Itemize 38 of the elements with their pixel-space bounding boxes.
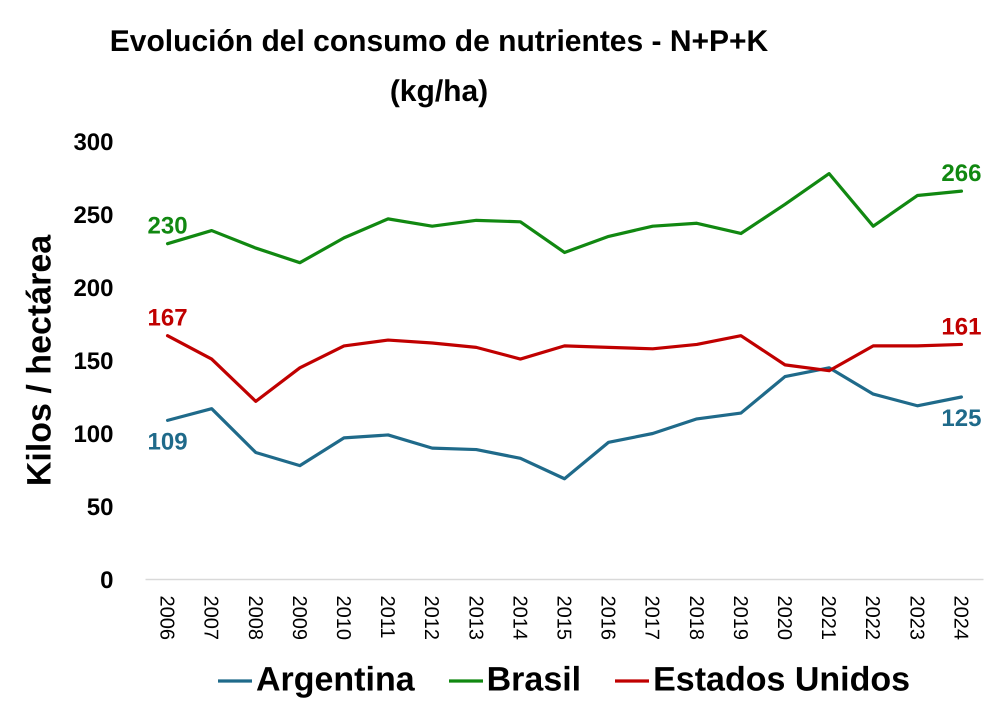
line-series (166, 334, 964, 403)
y-tick-label: 50 (86, 494, 114, 521)
data-label: 109 (148, 428, 188, 456)
x-tick-label: 2017 (640, 596, 663, 640)
x-tick-label: 2022 (861, 596, 884, 640)
x-tick-label: 2020 (773, 596, 796, 640)
legend-label: Brasil (486, 660, 582, 700)
x-tick-label: 2018 (684, 596, 707, 640)
x-tick-label: 2013 (464, 596, 486, 640)
legend-label: Estados Unidos (653, 660, 910, 700)
x-tick-label: 2024 (949, 596, 972, 640)
chart-title: Evolución del consumo de nutrientes - N+P+K (kg/ha) (110, 24, 768, 110)
x-tick-label: 2007 (200, 596, 222, 640)
x-tick-label: 2010 (332, 596, 354, 640)
y-tick-label: 200 (73, 275, 114, 302)
y-tick-label: 300 (73, 129, 114, 156)
x-tick-label: 2014 (508, 596, 530, 640)
x-tick-label: 2008 (244, 596, 266, 640)
x-tick-label: 2011 (376, 596, 398, 639)
y-tick-label: 150 (73, 348, 114, 375)
x-tick-label: 2012 (420, 596, 442, 640)
x-tick-label: 2016 (596, 596, 619, 640)
legend-label: Argentina (256, 660, 415, 700)
y-axis-title: Kilos / hectárea (20, 234, 58, 486)
x-tick-label: 2023 (905, 596, 928, 640)
x-tick-label: 2006 (156, 596, 178, 640)
y-tick-label: 0 (100, 567, 114, 594)
y-tick-label: 100 (73, 421, 114, 448)
x-tick-label: 2021 (817, 596, 840, 640)
data-label: 125 (941, 405, 982, 432)
data-label: 230 (148, 212, 188, 240)
x-tick-label: 2009 (288, 596, 310, 640)
data-label: 167 (148, 304, 188, 332)
data-label: 161 (941, 313, 982, 340)
x-tick-label: 2019 (728, 596, 751, 640)
data-label: 266 (941, 160, 982, 188)
y-tick-label: 250 (73, 202, 114, 229)
x-tick-label: 2015 (552, 596, 574, 640)
